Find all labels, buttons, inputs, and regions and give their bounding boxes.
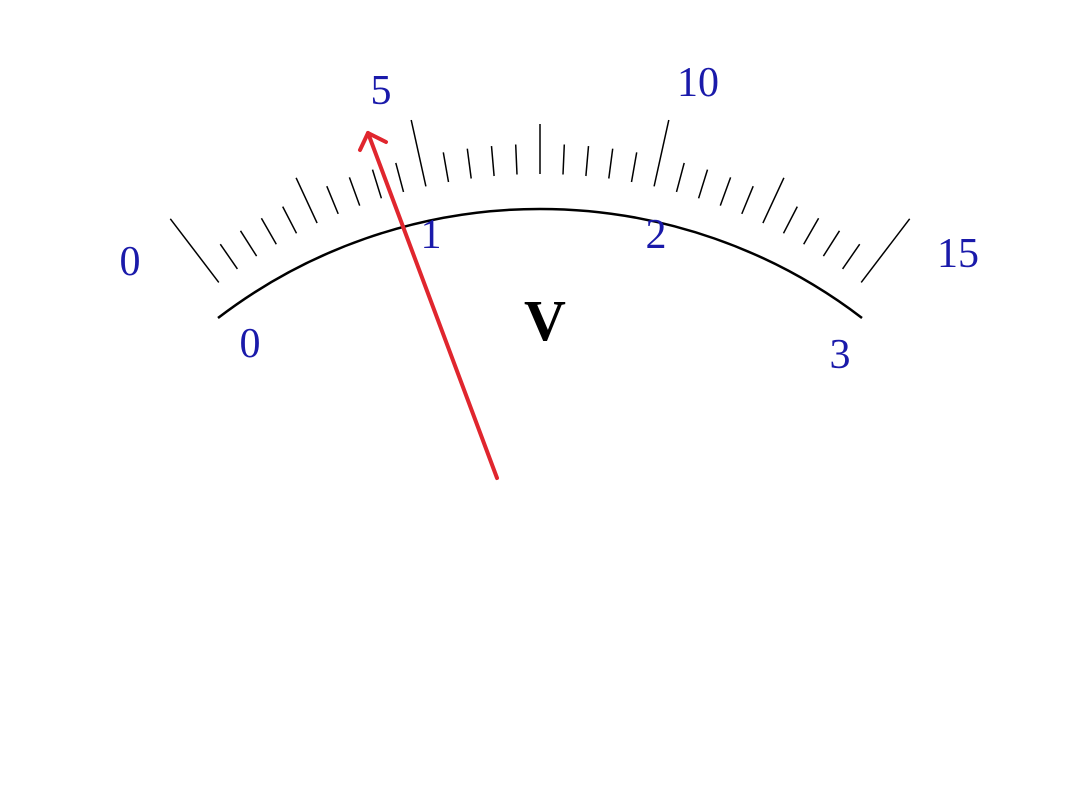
tick-mark <box>803 217 820 245</box>
tick-mark <box>782 206 798 234</box>
tick-mark <box>822 230 841 257</box>
inner-label-2: 2 <box>646 212 667 258</box>
tick-mark <box>282 206 298 234</box>
outer-label-10: 10 <box>677 60 719 106</box>
tick-mark <box>490 146 495 177</box>
tick-mark <box>675 162 685 193</box>
tick-mark <box>395 162 405 193</box>
unit-label: V <box>524 288 566 353</box>
tick-mark <box>841 243 861 270</box>
tick-mark <box>697 169 709 199</box>
tick-mark <box>295 177 318 224</box>
tick-mark <box>608 148 614 179</box>
outer-label-15: 15 <box>937 231 979 277</box>
tick-mark <box>260 217 277 245</box>
inner-label-1: 1 <box>421 212 442 258</box>
tick-mark <box>169 218 220 283</box>
tick-mark <box>653 119 670 187</box>
tick-mark <box>371 169 383 199</box>
inner-label-0: 0 <box>240 321 261 367</box>
tick-mark <box>219 243 239 270</box>
tick-mark <box>348 177 361 206</box>
tick-mark <box>630 152 638 183</box>
tick-mark <box>326 185 339 215</box>
tick-mark <box>562 144 566 175</box>
inner-label-3: 3 <box>830 332 851 378</box>
needle <box>358 131 499 480</box>
tick-mark <box>442 152 450 183</box>
scale-arc <box>217 207 863 319</box>
tick-mark <box>514 144 518 175</box>
needle-arrowhead <box>358 131 388 152</box>
tick-mark <box>762 177 785 224</box>
tick-mark <box>466 148 472 179</box>
tick-mark <box>719 177 732 206</box>
needle-shaft <box>366 131 499 480</box>
tick-mark <box>860 218 911 283</box>
tick-mark <box>410 119 427 187</box>
tick-mark <box>239 230 258 257</box>
tick-marks <box>169 119 911 283</box>
outer-label-5: 5 <box>371 68 392 114</box>
tick-mark <box>585 146 590 177</box>
outer-label-0: 0 <box>120 239 141 285</box>
tick-mark <box>741 185 754 215</box>
